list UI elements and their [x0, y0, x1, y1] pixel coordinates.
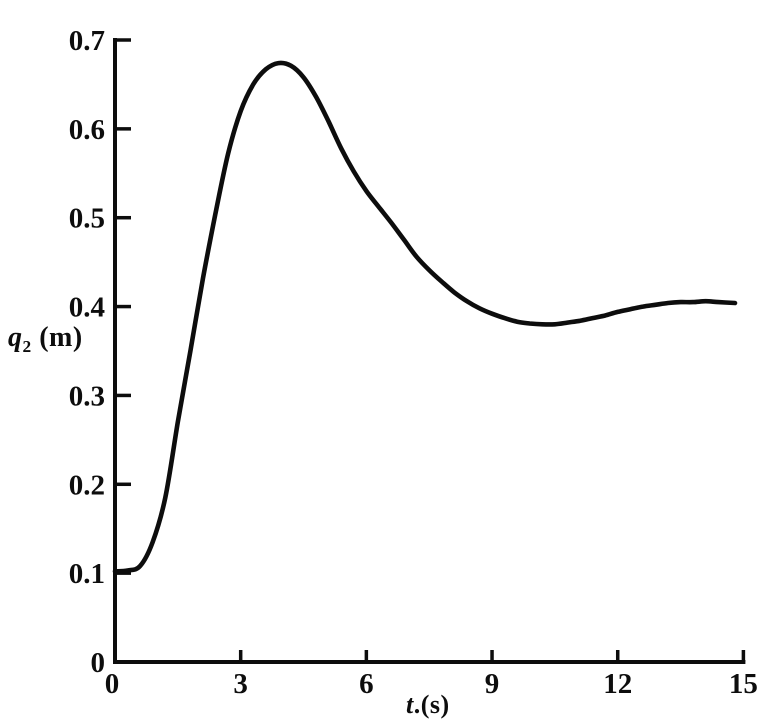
y-tick-label: 0.2	[69, 469, 105, 501]
x-tick-label: 3	[233, 668, 248, 700]
x-tick-label: 9	[485, 668, 500, 700]
y-tick-label: 0.4	[69, 292, 105, 324]
y-axis-subscript: 2	[22, 337, 32, 357]
x-axis-symbol: t	[406, 690, 414, 719]
x-tick-label: 6	[359, 668, 374, 700]
y-tick-label: 0.1	[69, 558, 105, 590]
x-axis-label: t.(s)	[406, 690, 450, 720]
x-tick-label: 15	[729, 668, 758, 700]
y-tick-label: 0.6	[69, 114, 105, 146]
x-tick-label: 0	[105, 668, 120, 700]
y-axis-unit: (m)	[31, 322, 83, 353]
y-tick-label: 0.3	[69, 380, 105, 412]
x-tick-label: 12	[603, 668, 632, 700]
y-axis-symbol: q	[8, 322, 23, 353]
y-tick-label: 0.5	[69, 203, 105, 235]
y-tick-label: 0.7	[69, 25, 105, 57]
curve-q2-response	[112, 60, 738, 574]
axes-spine	[113, 38, 746, 664]
y-axis-label: q2 (m)	[8, 322, 83, 357]
x-axis-unit: .(s)	[413, 690, 450, 719]
y-tick-label: 0	[91, 647, 106, 679]
